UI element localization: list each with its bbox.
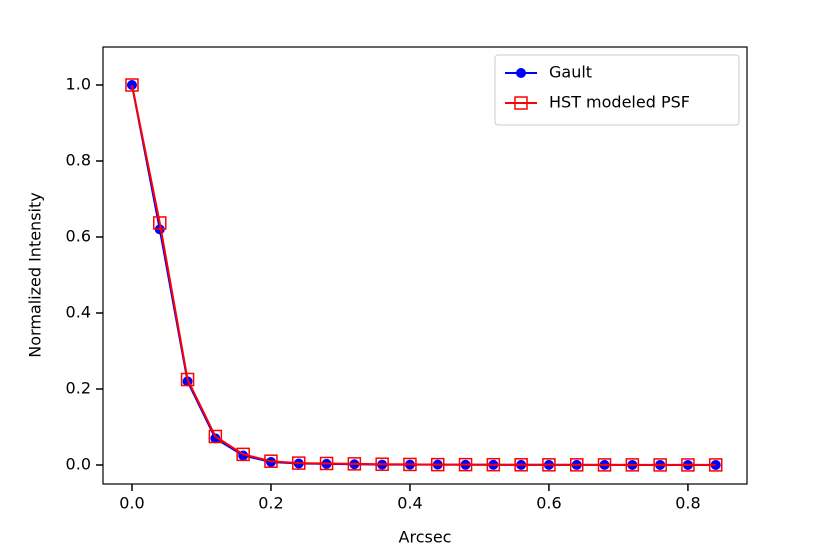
marker — [180, 372, 195, 387]
marker — [153, 216, 167, 230]
marker — [292, 456, 306, 470]
marker — [625, 458, 640, 472]
marker — [653, 458, 667, 472]
legend-marker — [516, 68, 526, 78]
legend-label: Gault — [549, 63, 592, 82]
x-tick-label: 0.6 — [536, 494, 561, 513]
y-tick-label: 0.8 — [66, 151, 91, 170]
x-axis-label: Arcsec — [399, 528, 452, 547]
marker — [125, 78, 139, 92]
y-tick-label: 0.0 — [66, 455, 91, 474]
y-tick-label: 0.6 — [66, 227, 91, 246]
series-line — [130, 84, 716, 466]
marker — [236, 447, 250, 462]
y-tick-label: 1.0 — [66, 75, 91, 94]
series-line — [130, 84, 716, 466]
marker — [486, 457, 501, 472]
x-tick-label: 0.8 — [675, 494, 700, 513]
marker — [458, 457, 473, 472]
marker — [569, 458, 584, 472]
marker — [347, 457, 362, 471]
marker — [514, 458, 528, 472]
y-tick-label: 0.4 — [66, 303, 91, 322]
marker — [681, 458, 695, 472]
marker — [208, 429, 223, 444]
marker — [210, 433, 221, 444]
x-tick-label: 0.2 — [258, 494, 283, 513]
legend-frame — [494, 54, 740, 126]
legend-marker — [514, 96, 528, 110]
marker — [597, 458, 612, 472]
x-tick-label: 0.4 — [397, 494, 422, 513]
marker — [708, 458, 723, 472]
marker — [319, 456, 334, 471]
marker — [375, 457, 389, 471]
marker — [264, 454, 278, 468]
legend: Gault HST modeled PSF — [494, 54, 740, 126]
marker — [542, 458, 556, 472]
y-tick-label: 0.2 — [66, 379, 91, 398]
marker — [403, 457, 417, 472]
y-axis-label: Normalized Intensity — [26, 192, 45, 357]
marker — [431, 457, 445, 472]
legend-label: HST modeled PSF — [549, 93, 690, 112]
plot-frame — [102, 46, 748, 485]
x-tick-label: 0.0 — [119, 494, 144, 513]
